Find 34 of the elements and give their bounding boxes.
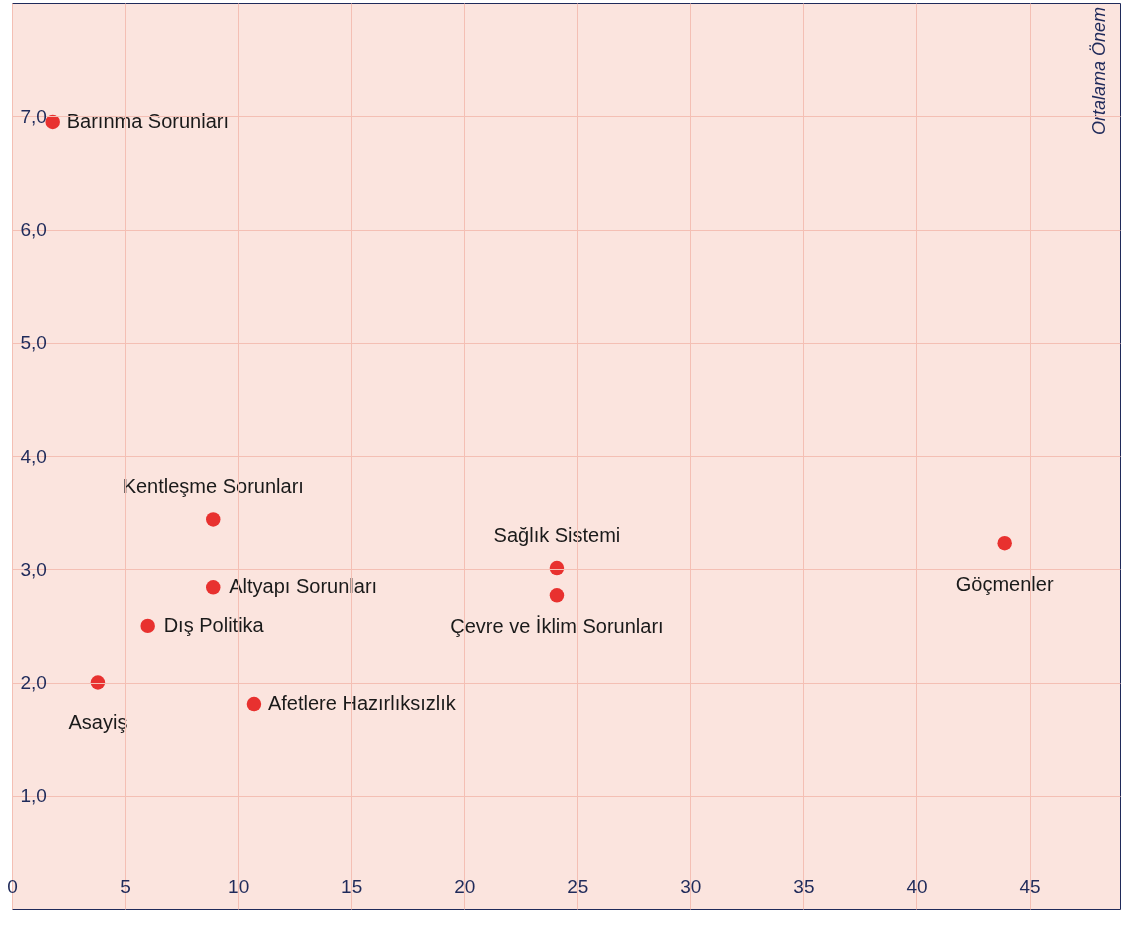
- y-tick-label: 6,0: [20, 219, 47, 240]
- y-tick-label: 5,0: [20, 332, 47, 354]
- y-tick-label: 4,0: [20, 445, 47, 467]
- point: [549, 588, 565, 603]
- point: [246, 696, 262, 712]
- y-axis-title: Ortalama Önem: [1089, 7, 1109, 136]
- point: [206, 580, 221, 595]
- x-tick-label: 20: [454, 875, 476, 897]
- annotation: Çevre ve İklim Sorunları: [450, 615, 664, 638]
- annotation: Dış Politika: [163, 613, 265, 636]
- x-tick-label: 0: [7, 875, 18, 897]
- point: [45, 114, 60, 130]
- annotation: Göçmenler: [955, 573, 1054, 596]
- y-tick-label: 7,0: [20, 105, 47, 127]
- annotation: Sağlık Sistemi: [493, 524, 621, 547]
- x-tick-label: 45: [1019, 875, 1041, 897]
- x-tick-label: 25: [567, 875, 589, 897]
- point: [140, 618, 155, 634]
- annotation: Altyapı Sorunları: [229, 575, 378, 598]
- point: [997, 535, 1012, 551]
- point: [206, 512, 221, 527]
- x-tick-label: 35: [793, 875, 815, 897]
- x-tick-label: 10: [228, 875, 250, 897]
- x-tick-label: 30: [680, 875, 702, 897]
- x-tick-label: 40: [906, 875, 928, 897]
- y-tick-label: 3,0: [20, 558, 47, 580]
- annotation: Afetlere Hazırlıksızlık: [267, 692, 457, 715]
- annotation: Asayiş: [68, 710, 128, 733]
- annotation: Barınma Sorunları: [66, 109, 229, 132]
- annotation: Kentleşme Sorunları: [122, 475, 304, 498]
- y-tick-label: 1,0: [20, 785, 47, 807]
- x-tick-label: 15: [341, 875, 363, 897]
- y-tick-label: 2,0: [20, 672, 47, 693]
- x-tick-label: 5: [120, 875, 131, 897]
